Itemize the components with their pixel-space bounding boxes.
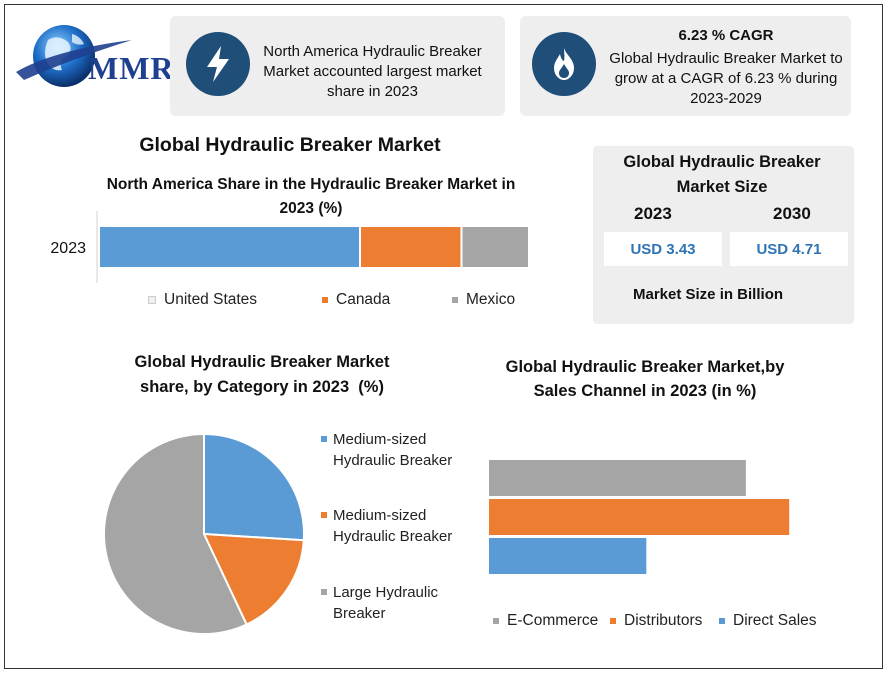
legend-item-distributors: Distributors	[610, 612, 702, 630]
legend-item-e-commerce: E-Commerce	[493, 612, 598, 630]
legend-marker	[610, 618, 616, 624]
bar-segment-united-states	[100, 227, 360, 267]
legend-label: E-Commerce	[507, 612, 599, 629]
market-size-title: Global Hydraulic Breaker Market Size	[623, 153, 821, 196]
legend-marker	[322, 297, 328, 303]
pie-slice-1	[203, 432, 305, 542]
legend-label: United States	[164, 291, 258, 308]
info-north-america-text: North America Hydraulic Breaker Market a…	[263, 43, 482, 100]
chart2-title: Global Hydraulic Breaker Market share, b…	[134, 353, 395, 396]
cagr-text: Global Hydraulic Breaker Market to grow …	[609, 50, 843, 107]
pie-slice-2	[202, 532, 305, 626]
legend-marker	[719, 618, 725, 624]
bar-direct-sales	[489, 538, 647, 574]
bar-distributors	[489, 499, 790, 535]
legend-label: Medium-sized Hydraulic Breaker	[333, 507, 453, 545]
category-label: 2023	[50, 240, 86, 257]
legend-marker	[321, 436, 327, 442]
legend-item-mexico: Mexico	[452, 291, 515, 309]
chart3-title: Global Hydraulic Breaker Market,by Sales…	[505, 358, 785, 400]
legend-label: Medium-sized Hydraulic Breaker	[333, 431, 453, 469]
pie-legend-item-2: Medium-sized Hydraulic Breaker	[321, 505, 473, 547]
legend-item-canada: Canada	[322, 291, 390, 309]
sales-channel-chart	[489, 460, 790, 574]
bar-e-commerce	[489, 460, 746, 496]
globe-icon	[16, 25, 132, 87]
bar-segment-canada	[361, 227, 461, 267]
logo-text: MMR	[88, 50, 175, 86]
logo: MMR	[14, 20, 174, 92]
legend-label: Distributors	[624, 612, 703, 629]
legend-label: Direct Sales	[733, 612, 817, 629]
pie-slice-3	[103, 432, 248, 635]
bar-segment-mexico	[462, 227, 528, 267]
legend-marker	[321, 512, 327, 518]
pie-legend-item-1: Medium-sized Hydraulic Breaker	[321, 429, 473, 471]
chart1-title: North America Share in the Hydraulic Bre…	[106, 176, 516, 217]
legend-label: Large Hydraulic Breaker	[333, 584, 439, 622]
legend-marker	[493, 618, 499, 624]
main-title: Global Hydraulic Breaker Market	[139, 134, 441, 156]
market-size-note: Market Size in Billion	[632, 286, 784, 303]
cagr-headline: 6.23 % CAGR	[678, 27, 774, 44]
north-america-share-chart: 2023	[50, 211, 528, 283]
legend-item-united-states: United States	[148, 291, 257, 309]
market-size-year-2030: 2030	[773, 204, 811, 223]
market-size-year-2023: 2023	[634, 204, 672, 223]
category-share-pie-chart	[103, 432, 305, 635]
flame-icon	[532, 32, 596, 96]
market-size-value-2023: USD 3.43	[604, 232, 722, 266]
legend-marker	[452, 297, 458, 303]
legend-marker	[321, 589, 327, 595]
legend-label: Canada	[336, 291, 391, 308]
pie-legend-item-3: Large Hydraulic Breaker	[321, 582, 458, 624]
legend-label: Mexico	[466, 291, 516, 308]
legend-marker	[148, 296, 156, 304]
legend-item-direct-sales: Direct Sales	[719, 612, 817, 630]
market-size-value-2030: USD 4.71	[730, 232, 848, 266]
lightning-bolt-icon	[186, 32, 250, 96]
